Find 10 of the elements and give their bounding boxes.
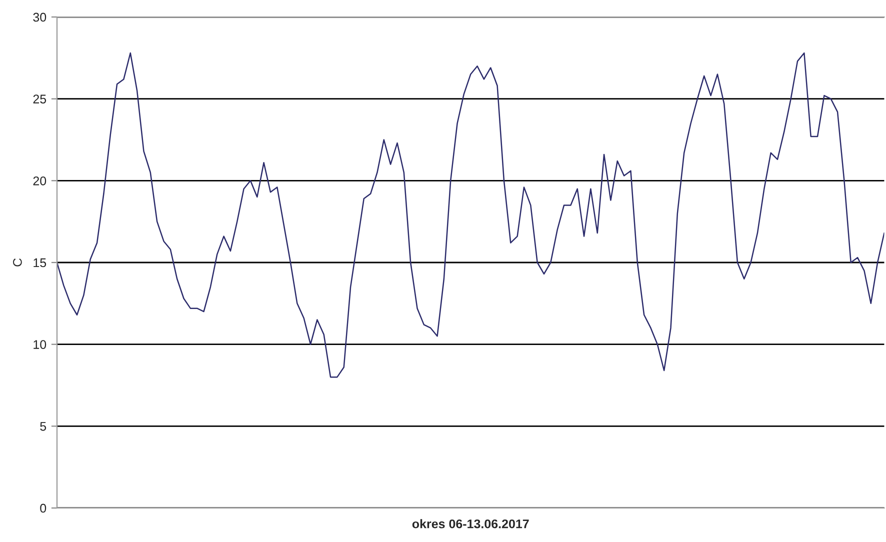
y-tick-label: 25 xyxy=(33,94,46,104)
y-tick-label: 0 xyxy=(40,504,46,513)
y-tick-label: 30 xyxy=(33,12,46,22)
y-axis-title: C xyxy=(13,258,22,266)
line-series xyxy=(57,52,884,378)
y-tick-label: 10 xyxy=(34,340,46,349)
y-tick-label: 20 xyxy=(33,176,46,186)
y-tick-label: 15 xyxy=(34,258,46,268)
x-axis-title: okres 06-13.06.2017 xyxy=(412,519,529,528)
y-tick-label: 5 xyxy=(40,422,46,431)
